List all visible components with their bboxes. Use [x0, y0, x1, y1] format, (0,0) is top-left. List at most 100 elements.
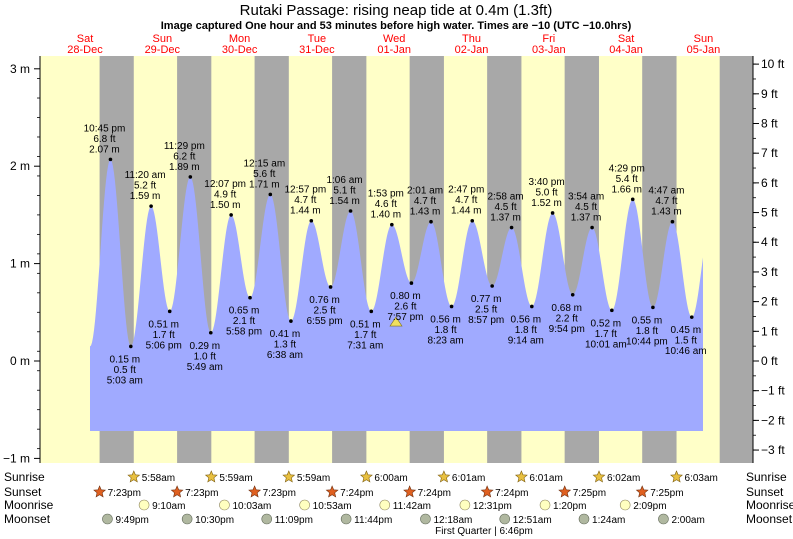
sunrise-icon [204, 470, 218, 483]
sunset-time: 7:25pm [573, 488, 606, 499]
sunset-row-label-right: Sunset [746, 485, 784, 499]
tide-point [590, 225, 594, 230]
moonrise-row-label-right: Moonrise [746, 498, 793, 512]
moonset-icon [261, 513, 273, 525]
tide-water-area [90, 159, 703, 431]
tide-label: 11:20 am5.2 ft1.59 m [125, 170, 166, 208]
y-right-tick-label: −3 ft [761, 443, 785, 457]
moonrise-icon [299, 499, 310, 511]
day-date-label: 04-Jan [609, 44, 643, 56]
tide-point [651, 305, 655, 310]
tide-label-text: 10:44 pm [626, 336, 668, 347]
moonrise-icon [138, 499, 150, 511]
tide-point [348, 209, 353, 213]
tide-label-text: 9:14 am [508, 335, 544, 346]
tide-label-text: 7:31 am [347, 340, 383, 351]
sunrise-time: 5:58am [142, 473, 175, 484]
tide-label-text: 10:45 pm [84, 123, 126, 134]
sunrise-time: 5:59am [219, 473, 252, 484]
tide-labels: 10:45 pm6.8 ft2.07 m 0.15 m0.5 ft5:03 am 1… [84, 123, 707, 386]
tide-point [328, 285, 333, 289]
moonset-time: 12:18am [433, 515, 472, 526]
tide-label-text: 12:15 am [243, 158, 285, 169]
tide-point [167, 309, 172, 314]
tide-label-text: 0.56 m [430, 314, 461, 325]
tide-label-text: 0.56 m [511, 314, 542, 325]
tide-point [610, 308, 614, 313]
tide-label: 12:57 pm4.7 ft1.44 m [284, 185, 326, 223]
tide-label-text: 1.71 m [249, 179, 280, 190]
sunset-time: 7:23pm [263, 488, 296, 499]
tide-label-text: 1.89 m [169, 162, 200, 173]
tide-label-text: 2.5 ft [313, 305, 335, 316]
tide-label-text: 0.65 m [229, 306, 260, 317]
sunset-icon [635, 485, 649, 498]
y-left-tick-label: 1 m [10, 257, 30, 271]
current-level-icon [389, 316, 403, 327]
tide-label-text: 5:06 pm [146, 340, 182, 351]
tide-label: 0.56 m1.8 ft9:14 am [508, 304, 544, 346]
tide-label-text: 0.52 m [591, 318, 622, 329]
tide-label: 0.41 m1.3 ft6:38 am [267, 319, 303, 361]
moonset-icon [658, 513, 669, 525]
tide-label: 0.29 m1.0 ft5:49 am [187, 330, 223, 373]
tide-label-text: 12:07 pm [204, 179, 246, 190]
tide-label-text: 2:01 am [407, 186, 443, 197]
tide-label-text: 10:01 am [585, 339, 627, 350]
day-date-label: 28-Dec [67, 44, 103, 56]
tide-point [670, 219, 675, 224]
moonrise-icon [459, 499, 471, 511]
tide-label-text: 0.41 m [270, 329, 301, 340]
tide-label-text: 6:38 am [267, 350, 303, 361]
tide-label: 0.68 m2.2 ft9:54 pm [549, 292, 585, 335]
tide-label-text: 4.6 ft [375, 199, 397, 210]
tide-label-text: 1.8 ft [515, 325, 537, 336]
y-right-tick-label: 2 ft [761, 295, 778, 309]
sunset-time: 7:24pm [340, 488, 373, 499]
moonrise-time: 11:42am [393, 501, 431, 512]
day-date-label: 31-Dec [299, 44, 335, 56]
moonset-time: 2:00am [671, 515, 704, 526]
tide-label-text: 2.6 ft [394, 302, 416, 313]
moonrise-time: 10:53am [313, 501, 352, 512]
tide-label-text: 0.29 m [189, 341, 220, 352]
tide-label-text: 5.2 ft [134, 181, 156, 192]
moonrise-time: 10:03am [232, 501, 271, 512]
night-band [719, 56, 753, 463]
tide-label-text: 0.51 m [350, 319, 381, 330]
y-right-tick-label: 8 ft [761, 116, 778, 130]
tide-label-text: 1.7 ft [595, 329, 617, 340]
tide-label-text: 1.54 m [329, 196, 360, 207]
tide-label-text: 12:57 pm [284, 185, 326, 196]
tide-label-text: 2.2 ft [556, 313, 578, 324]
day-date-label: 02-Jan [455, 44, 489, 56]
tide-label: 2:01 am4.7 ft1.43 m [407, 186, 443, 224]
tide-label-text: 1.7 ft [153, 330, 175, 341]
moonset-time: 9:49pm [115, 515, 148, 526]
header: Rutaki Passage: rising neap tide at 0.4m… [67, 2, 720, 56]
tide-label-text: 1.7 ft [354, 330, 376, 341]
moonrise-icon [539, 499, 551, 511]
sunrise-row-label-right: Sunrise [746, 470, 787, 484]
chart-subtitle: Image captured One hour and 53 minutes b… [161, 20, 632, 32]
day-name-label: Tue [308, 33, 327, 45]
current-level-marker [389, 316, 403, 327]
tide-label: 1:06 am5.1 ft1.54 m [326, 175, 363, 213]
y-right-tick-label: −1 ft [761, 384, 785, 398]
sunset-time: 7:25pm [650, 488, 683, 499]
tide-label: 2:58 am4.5 ft1.37 m [488, 192, 524, 230]
tide-point [429, 219, 433, 224]
moonset-icon [578, 513, 590, 525]
moonset-icon [102, 513, 113, 525]
sunset-icon [325, 485, 339, 498]
tide-label-text: 2:58 am [488, 192, 524, 203]
moonset-icon [420, 513, 431, 525]
tide-label-text: 6.2 ft [173, 151, 195, 162]
sunrise-icon [592, 470, 606, 483]
tide-label-text: 7:57 pm [387, 312, 423, 323]
tide-point [289, 319, 293, 323]
tide-label: 10:45 pm6.8 ft2.07 m [84, 123, 126, 162]
tide-label: 11:29 pm6.2 ft1.89 m [164, 141, 205, 179]
tide-label-text: 1.44 m [290, 206, 321, 217]
